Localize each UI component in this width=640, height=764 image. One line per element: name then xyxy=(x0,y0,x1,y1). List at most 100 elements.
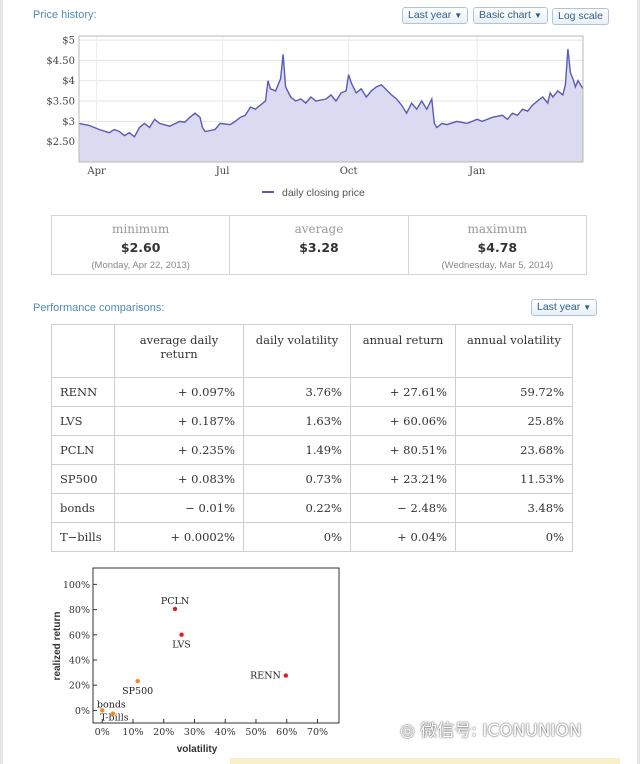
cell-annual-volatility: 25.8% xyxy=(455,406,573,436)
cell-annual-return: + 80.51% xyxy=(350,435,456,465)
price-y-tick-label: $2.50 xyxy=(46,137,75,148)
watermark-text: 微信号: ICONUNION xyxy=(420,721,582,741)
price-y-tick-label: $4 xyxy=(62,76,75,87)
price-x-tick-label: Apr xyxy=(86,166,106,177)
scatter-y-tick-label: 20% xyxy=(69,681,90,692)
cell-average-daily-return: + 0.083% xyxy=(114,464,244,494)
stat-minimum-label: minimum xyxy=(112,222,170,236)
cell-annual-volatility: 0% xyxy=(455,522,573,552)
scatter-x-label: volatility xyxy=(177,744,218,755)
scatter-point-label: PCLN xyxy=(161,596,189,607)
price-y-tick-label: $3.50 xyxy=(46,97,75,108)
scatter-point-label: LVS xyxy=(172,640,191,651)
cell-average-daily-return: + 0.187% xyxy=(114,406,244,436)
price-plot-frame xyxy=(78,35,584,163)
scatter-point xyxy=(283,673,289,678)
cell-annual-volatility: 23.68% xyxy=(455,435,573,465)
performance-range-dropdown[interactable]: Last year ▼ xyxy=(531,299,598,316)
table-row: T−bills + 0.0002% 0% + 0.04% 0% xyxy=(51,522,573,552)
price-area-fill xyxy=(79,49,583,162)
stat-maximum: maximum $4.78 (Wednesday, Mar 5, 2014) xyxy=(409,216,586,274)
stat-maximum-label: maximum xyxy=(467,222,528,236)
log-scale-label: Log scale xyxy=(558,10,603,22)
scatter-point-label: T-bills xyxy=(100,712,129,723)
table-row: PCLN + 0.235% 1.49% + 80.51% 23.68% xyxy=(51,435,573,465)
row-name: SP500 xyxy=(51,464,115,494)
price-history-title: Price history: xyxy=(33,9,97,21)
cell-daily-volatility: 3.76% xyxy=(243,377,351,407)
scatter-x-tick-label: 0% xyxy=(95,727,110,738)
chart-type-label: Basic chart xyxy=(479,9,531,21)
stat-minimum-value: $2.60 xyxy=(120,240,161,255)
range-dropdown-label: Last year xyxy=(408,9,452,21)
stat-average: average $3.28 xyxy=(230,216,409,274)
watermark: ◎ 微信号: ICONUNION xyxy=(400,716,582,741)
scatter-x-tick-label: 10% xyxy=(122,727,143,738)
cell-daily-volatility: 0.22% xyxy=(243,493,351,523)
price-x-tick-label: Jan xyxy=(468,166,486,177)
page-edge-left xyxy=(0,0,3,764)
price-x-tick-label: Jul xyxy=(215,166,230,177)
risk-return-scatter: 0% 20% 40% 60% 80% 100% 0% 10% 20% 30% 40% 50% 60% 7… xyxy=(52,567,340,755)
row-name: bonds xyxy=(51,493,115,523)
cell-average-daily-return: − 0.01% xyxy=(114,493,244,523)
dropdown-caret-icon: ▼ xyxy=(454,11,463,20)
scatter-y-tick-label: 40% xyxy=(69,655,90,666)
stat-average-value: $3.28 xyxy=(299,240,339,255)
header-annual-volatility: annual volatility xyxy=(455,324,573,378)
scatter-point-label: bonds xyxy=(97,700,126,711)
scatter-x-tick-label: 40% xyxy=(215,727,236,738)
header-average-daily-return: average daily return xyxy=(114,324,244,378)
performance-table: average daily return daily volatility an… xyxy=(51,324,573,552)
cell-annual-return: + 60.06% xyxy=(350,406,456,436)
price-y-tick-label: $5 xyxy=(62,36,75,47)
stat-average-label: average xyxy=(294,222,344,236)
row-name: LVS xyxy=(51,406,115,436)
cell-annual-return: + 23.21% xyxy=(350,464,456,494)
cell-average-daily-return: + 0.235% xyxy=(114,435,244,465)
performance-range-label: Last year xyxy=(537,301,581,313)
scatter-x-tick-label: 60% xyxy=(276,727,297,738)
table-row: bonds − 0.01% 0.22% − 2.48% 3.48% xyxy=(51,493,573,523)
cell-average-daily-return: + 0.0002% xyxy=(114,522,244,552)
cell-daily-volatility: 0.73% xyxy=(243,464,351,494)
bottom-notice-bar xyxy=(230,758,620,764)
price-line xyxy=(78,48,584,138)
cell-annual-return: + 0.04% xyxy=(350,522,456,552)
cell-annual-volatility: 11.53% xyxy=(455,464,573,494)
cell-daily-volatility: 1.49% xyxy=(243,435,351,465)
header-annual-return: annual return xyxy=(350,324,456,378)
scatter-point xyxy=(110,711,116,716)
cell-daily-volatility: 0% xyxy=(243,522,351,552)
table-row: LVS + 0.187% 1.63% + 60.06% 25.8% xyxy=(51,406,573,436)
scatter-frame xyxy=(92,567,340,724)
stat-maximum-value: $4.78 xyxy=(477,240,518,255)
price-stats-panel: minimum $2.60 (Monday, Apr 22, 2013) ave… xyxy=(51,215,587,275)
scatter-point xyxy=(135,678,140,684)
scatter-x-tick-label: 30% xyxy=(184,727,205,738)
scatter-point-label: SP500 xyxy=(122,686,153,697)
legend-label: daily closing price xyxy=(282,187,365,199)
price-x-tick-label: Oct xyxy=(340,166,358,177)
cell-average-daily-return: + 0.097% xyxy=(114,377,244,407)
cell-annual-volatility: 3.48% xyxy=(455,493,573,523)
scatter-point-label: RENN xyxy=(250,671,281,682)
stat-maximum-date: (Wednesday, Mar 5, 2014) xyxy=(441,260,554,271)
scatter-y-tick-label: 100% xyxy=(63,580,90,591)
row-name: T−bills xyxy=(51,522,115,552)
chart-type-dropdown[interactable]: Basic chart ▼ xyxy=(473,7,548,24)
scatter-point xyxy=(100,708,105,713)
stat-minimum: minimum $2.60 (Monday, Apr 22, 2013) xyxy=(52,216,231,274)
performance-title: Performance comparisons: xyxy=(33,302,165,314)
range-dropdown[interactable]: Last year ▼ xyxy=(402,7,469,24)
scatter-y-tick-label: 0% xyxy=(75,706,90,717)
price-y-tick-label: $4.50 xyxy=(46,56,75,67)
table-header-corner xyxy=(51,324,115,378)
scatter-y-tick-label: 60% xyxy=(69,630,90,641)
row-name: PCLN xyxy=(51,435,115,465)
cell-annual-volatility: 59.72% xyxy=(455,377,573,407)
row-name: RENN xyxy=(51,377,115,407)
price-y-tick-label: $3 xyxy=(62,117,75,128)
cell-annual-return: − 2.48% xyxy=(350,493,456,523)
log-scale-button[interactable]: Log scale xyxy=(552,8,609,25)
